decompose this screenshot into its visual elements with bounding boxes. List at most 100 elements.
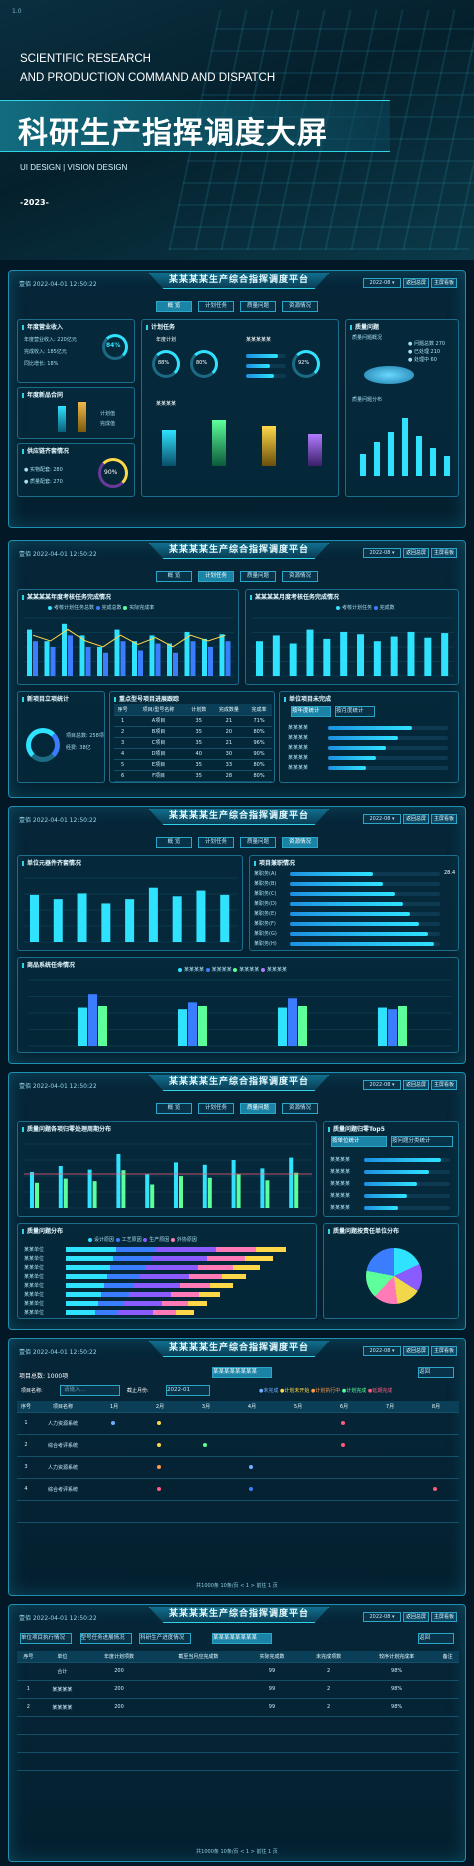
table-row: 1 人力资源系统	[17, 1412, 459, 1435]
tab-bar: 概 览计划任务 质量问题 资源情况	[9, 301, 465, 313]
chart-bar	[260, 1168, 265, 1208]
panel-unit-exec: 壹佰 2022-04-01 12:50:22 某某某某生产综合指挥调度平台 2022…	[8, 1604, 466, 1862]
annual-revenue-box: 年度营业收入 年度营业收入: 220亿元 完成收入: 185亿元 同比增长: 1…	[17, 319, 135, 383]
chart-bar	[173, 652, 178, 676]
chart-bar	[373, 641, 381, 676]
dist-row-label: 某某单位	[24, 1265, 45, 1271]
dist-segment	[66, 1256, 113, 1261]
dist-segment	[116, 1247, 156, 1252]
panel-quality: 壹佰 2022-04-01 12:50:22 某某某某生产综合指挥调度平台 2022…	[8, 806, 466, 1064]
dist-segment	[180, 1283, 211, 1288]
dist-row-label: 某某单位	[24, 1310, 45, 1316]
dist-segment	[66, 1283, 104, 1288]
chart-bar	[190, 641, 196, 676]
dist-segment	[139, 1274, 189, 1279]
component-bar-chart	[24, 877, 238, 943]
unit-unfinished-box: 单位项目未完成 按年度统计 按月度统计 某某某某 某某某某 某某某某 某某某某 …	[279, 691, 459, 783]
chart-bar	[44, 641, 50, 676]
new-contract-box: 年度新品合同 计划值 完成值	[17, 387, 135, 439]
annual-bar-chart	[24, 617, 234, 677]
dist-segment	[256, 1247, 286, 1252]
table-row: 2 B项目 35 20 80%	[114, 726, 272, 738]
dist-row-label: 某某单位	[24, 1256, 45, 1262]
chart-bar	[207, 1177, 212, 1208]
dist-segment	[233, 1265, 260, 1270]
back-button[interactable]: 返回总屏	[403, 278, 429, 288]
chart-bar	[92, 1181, 97, 1208]
table-row: 4 综合考评系统	[17, 1478, 459, 1501]
chart-bar	[101, 903, 111, 942]
chart-bar	[78, 1007, 87, 1046]
chart-bar	[184, 631, 190, 676]
chart-bar	[231, 1160, 236, 1208]
chart-bar	[27, 629, 32, 676]
back-link[interactable]: 返回	[418, 1367, 454, 1378]
chart-bar	[68, 635, 73, 676]
dist-segment	[110, 1265, 146, 1270]
chart-bar	[289, 1157, 294, 1208]
main-button[interactable]: 主屏看板	[431, 278, 457, 288]
year-label: -2023-	[20, 198, 49, 207]
dist-segment	[98, 1301, 124, 1306]
chart-bar	[378, 1007, 387, 1046]
version-label: 1.0	[12, 8, 22, 15]
dist-segment	[187, 1301, 207, 1306]
dist-segment	[113, 1256, 151, 1261]
dist-segment	[95, 1310, 119, 1315]
chart-bar	[198, 1006, 207, 1046]
new-project-box: 新项目立项统计 项目总数: 258项 经费: 38亿	[17, 691, 105, 783]
tab-plan[interactable]: 计划任务	[198, 301, 234, 312]
dist-segment	[66, 1301, 98, 1306]
chart-bar	[174, 1162, 178, 1208]
chart-bar	[88, 994, 97, 1046]
dist-segment	[198, 1265, 234, 1270]
chart-bar	[220, 894, 230, 942]
panel-quality-dist: 壹佰 2022-04-01 12:50:22 某某某某生产综合指挥调度平台 2022…	[8, 1072, 466, 1330]
dist-segment	[107, 1274, 140, 1279]
panel-project-plan: 壹佰 2022-04-01 12:50:22 某某某某生产综合指挥调度平台 2022…	[8, 1338, 466, 1596]
chart-bar	[340, 631, 348, 676]
chart-bar	[388, 1009, 397, 1046]
chart-bar	[132, 641, 137, 676]
dist-segment	[66, 1274, 107, 1279]
key-project-box: 重点型号项目进展跟踪 序号 项目/型号名称 计划数 完成数量 完成率 1 A项目 35 21 7…	[109, 691, 275, 783]
dist-segment	[171, 1292, 199, 1297]
dist-row-label: 某某单位	[24, 1283, 45, 1289]
center-button[interactable]: 某某某某某某某某	[212, 1367, 272, 1378]
chart-bar	[155, 643, 161, 676]
dist-segment	[189, 1274, 222, 1279]
dist-segment	[129, 1292, 171, 1297]
chart-bar	[98, 1006, 107, 1046]
dist-segment	[162, 1301, 188, 1306]
project-name-input[interactable]: 请输入...	[60, 1385, 120, 1396]
chart-bar	[87, 1169, 92, 1208]
chart-bar	[62, 623, 67, 676]
tab-resource[interactable]: 资源情况	[282, 301, 318, 312]
chart-bar	[196, 890, 206, 942]
panel-plan: 壹佰 2022-04-01 12:50:22 某某某某生产综合指挥调度平台 2022…	[8, 540, 466, 798]
chart-bar	[145, 1174, 150, 1208]
chart-bar	[33, 641, 38, 676]
chart-bar	[289, 643, 297, 676]
supply-ring	[98, 458, 128, 488]
table-row: 6 F项目 35 28 80%	[114, 770, 272, 782]
cycle-bar-chart	[24, 1143, 312, 1209]
chart-bar	[53, 899, 63, 942]
dist-segment	[123, 1301, 162, 1306]
component-chart-box: 单位元器件齐套情况	[17, 855, 243, 951]
tab-quality[interactable]: 质量问题	[240, 301, 276, 312]
key-project-table: 序号 项目/型号名称 计划数 完成数量 完成率 1 A项目 35 21 71% 2 B项目 35 20…	[114, 704, 272, 782]
pagination[interactable]: 共1000条 10条/页 < 1 > 前往 1 页	[196, 1583, 278, 1589]
chart-bar	[398, 1006, 407, 1046]
table-row: 3 人力资源系统	[17, 1456, 459, 1479]
chart-bar	[120, 641, 126, 676]
dist-segment	[216, 1247, 256, 1252]
chart-bar	[148, 887, 158, 942]
tab-overview[interactable]: 概 览	[156, 301, 192, 312]
month-select[interactable]: 2022-08 ▾	[363, 278, 401, 288]
chart-bar	[294, 1172, 299, 1208]
table-row: 合计 200 99 2 98%	[17, 1662, 459, 1681]
month-input[interactable]: 2022-01	[166, 1385, 210, 1396]
table-row: 1 某某某某 200 99 2 98%	[17, 1680, 459, 1699]
dist-segment	[153, 1310, 177, 1315]
